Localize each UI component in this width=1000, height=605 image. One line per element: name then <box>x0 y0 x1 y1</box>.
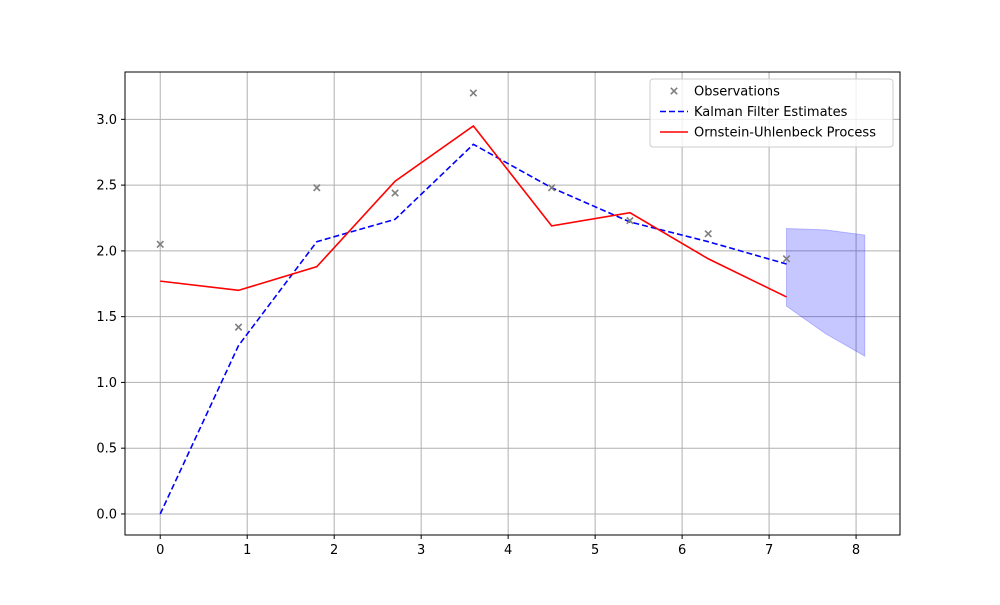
marker-stroke <box>234 323 243 331</box>
x-tick-label: 5 <box>591 543 599 558</box>
x-tick-label: 0 <box>156 543 164 558</box>
legend: Observations Kalman Filter Estimates Ornst… <box>649 78 894 148</box>
marker-stroke <box>391 189 399 197</box>
x-tick-label: 7 <box>765 543 773 558</box>
series-layer <box>156 89 791 515</box>
y-tick-label: 0.0 <box>96 507 117 522</box>
y-tick-label: 2.5 <box>96 179 117 194</box>
observation-point <box>313 183 321 192</box>
grid-layer <box>125 72 900 535</box>
x-tick-label: 4 <box>504 543 512 558</box>
marker-stroke <box>704 230 712 238</box>
observation-point <box>626 216 634 225</box>
x-tick-label: 8 <box>852 543 860 558</box>
observation-point <box>234 323 243 331</box>
plot-frame <box>124 71 901 536</box>
x-tick-label: 3 <box>417 543 425 558</box>
x-tick-label: 6 <box>678 543 686 558</box>
ornstein-uhlenbeck-process-line <box>160 124 787 298</box>
marker-stroke <box>156 240 164 249</box>
legend-label: Kalman Filter Estimates <box>694 105 848 120</box>
y-tick-label: 3.0 <box>96 113 117 128</box>
marker-stroke <box>469 89 478 97</box>
y-tick-label: 2.0 <box>96 244 117 259</box>
marker-stroke <box>670 87 678 95</box>
observation-point <box>547 183 556 192</box>
confidence-band <box>785 228 866 357</box>
legend-marker-observations <box>670 87 678 95</box>
confidence-band-layer <box>785 228 866 357</box>
marker-stroke <box>782 255 791 263</box>
observation-point <box>782 255 791 263</box>
marker-stroke <box>313 183 321 192</box>
legend-label: Ornstein-Uhlenbeck Process <box>694 126 876 141</box>
observation-point <box>391 189 399 197</box>
x-tick-label: 2 <box>330 543 338 558</box>
kalman-filter-estimates-line <box>159 143 787 515</box>
y-tick-label: 1.5 <box>96 310 117 325</box>
tick-layer: 0 1 2 3 4 5 6 7 8 0.0 0.5 1.0 1.5 2.0 2.5 3.0 <box>96 113 860 558</box>
y-tick-label: 0.5 <box>96 442 117 457</box>
observation-point <box>704 230 712 238</box>
x-tick-label: 1 <box>243 543 251 558</box>
marker-stroke <box>626 216 634 225</box>
observation-point <box>469 89 478 97</box>
observation-point <box>156 240 164 249</box>
y-tick-label: 1.0 <box>96 376 117 391</box>
legend-box <box>649 78 894 148</box>
marker-stroke <box>547 183 556 192</box>
legend-label: Observations <box>694 85 780 100</box>
